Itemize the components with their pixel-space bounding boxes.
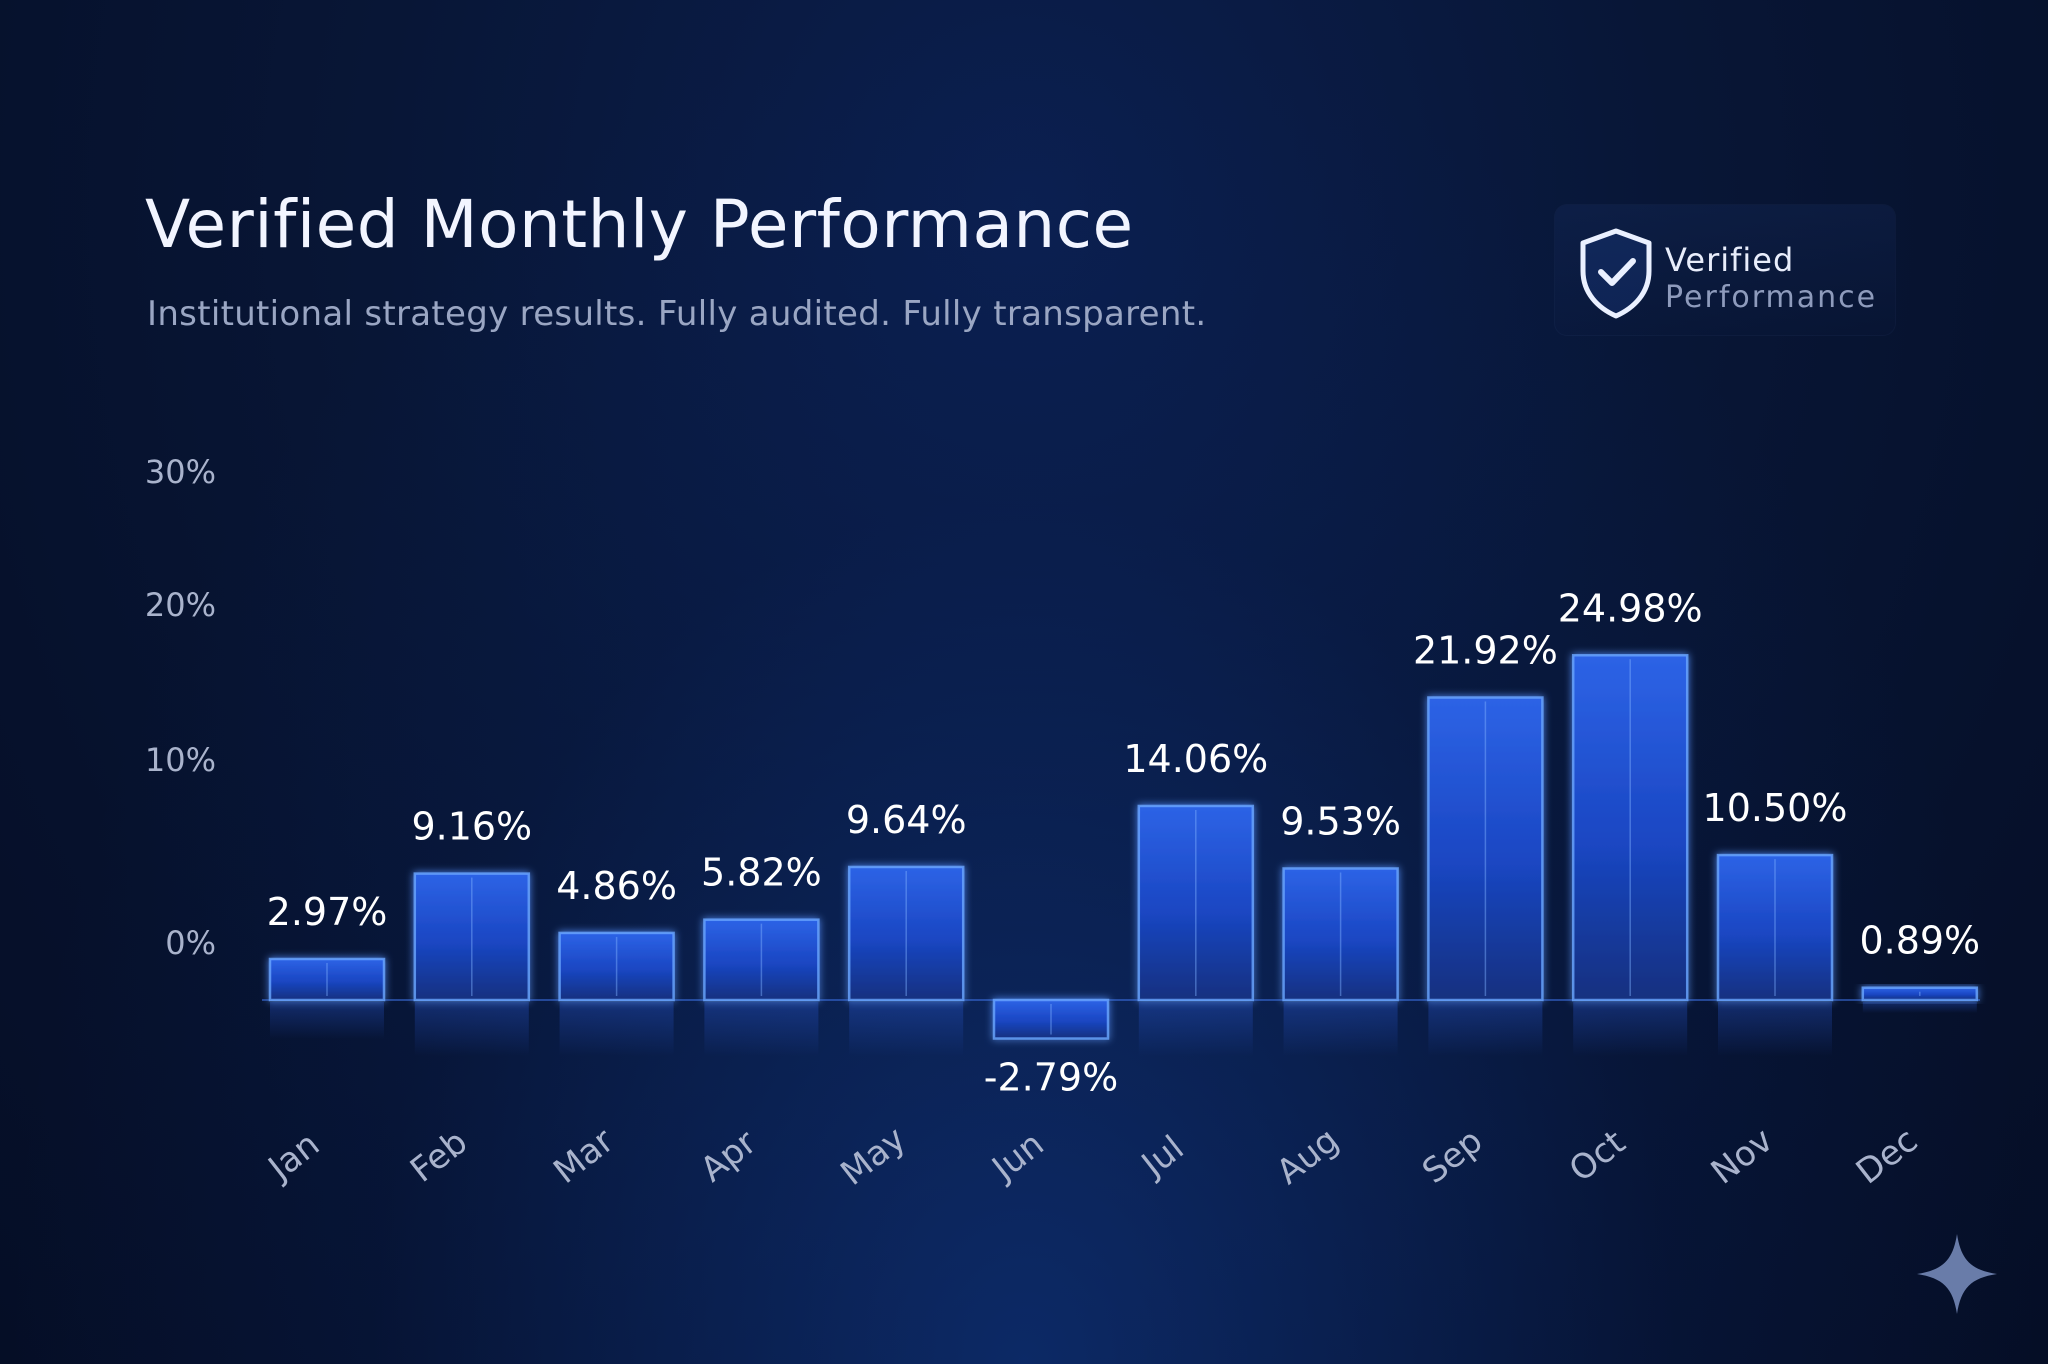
bar-reflection	[704, 1002, 819, 1056]
bar	[558, 931, 675, 1002]
x-tick-label: Aug	[1269, 1120, 1346, 1192]
bar-oct	[1571, 653, 1689, 1002]
x-tick-label: Mar	[546, 1121, 621, 1192]
page-title: Verified Monthly Performance	[145, 186, 1134, 263]
bar-may	[847, 865, 965, 1002]
x-tick-label: Jul	[1133, 1128, 1192, 1186]
x-tick-label: Nov	[1704, 1120, 1781, 1192]
bar-sep	[1427, 696, 1544, 1002]
bar-jan	[268, 957, 386, 1002]
page-subtitle: Institutional strategy results. Fully au…	[147, 294, 1207, 334]
bar	[847, 865, 965, 1002]
x-tick-label: Feb	[403, 1122, 475, 1191]
value-label: 4.86%	[556, 864, 677, 908]
bar-feb	[413, 872, 531, 1002]
value-label: 14.06%	[1123, 737, 1268, 781]
y-axis: 0% 10% 20% 30%	[145, 453, 216, 962]
shield-check-icon	[1580, 228, 1652, 319]
badge-subtitle: Performance	[1665, 280, 1878, 315]
x-tick-label: Dec	[1849, 1120, 1925, 1192]
bar-reflection	[1862, 1002, 1977, 1014]
bar-apr	[703, 918, 820, 1002]
bars	[268, 653, 1979, 1041]
y-tick-label: 0%	[165, 924, 216, 962]
value-label: 9.16%	[411, 805, 532, 849]
y-tick-label: 30%	[145, 453, 216, 491]
y-tick-label: 10%	[145, 741, 216, 779]
bar-dec	[1861, 986, 1979, 1002]
bar-aug	[1282, 866, 1399, 1002]
bar	[413, 872, 531, 1002]
value-labels: 2.97% 9.16% 4.86% 5.82% 9.64% -2.79% 14.06% 9.5…	[267, 586, 1981, 1099]
bar-reflection	[1718, 1002, 1832, 1056]
bar-jun	[992, 998, 1110, 1041]
value-label: 9.53%	[1280, 799, 1401, 843]
bar-reflection	[1573, 1002, 1688, 1056]
bar-reflection	[559, 1002, 674, 1056]
value-label: 10.50%	[1703, 786, 1848, 830]
x-tick-label: Apr	[693, 1122, 764, 1190]
x-tick-label: May	[833, 1119, 913, 1194]
bar	[1282, 867, 1399, 1002]
value-label: 9.64%	[846, 798, 967, 842]
bar	[1427, 696, 1544, 1002]
value-label: 0.89%	[1859, 919, 1980, 963]
x-tick-label: Oct	[1562, 1122, 1633, 1190]
sparkle-icon	[1917, 1234, 1997, 1314]
bar-mar	[558, 931, 675, 1002]
bar-jul	[1137, 804, 1255, 1002]
value-label: 5.82%	[701, 851, 822, 895]
bar-reflection	[849, 1002, 964, 1056]
badge-title: Verified	[1665, 241, 1795, 279]
bar-reflection	[1428, 1002, 1543, 1056]
y-tick-label: 20%	[145, 586, 216, 624]
x-tick-label: Jun	[983, 1124, 1051, 1189]
x-tick-label: Jan	[260, 1124, 328, 1189]
bar-reflection	[1138, 1002, 1253, 1056]
bar-nov	[1716, 853, 1834, 1002]
bar	[268, 957, 386, 1002]
bar	[1716, 853, 1834, 1002]
bar	[1137, 804, 1255, 1002]
bar	[992, 998, 1110, 1040]
verified-badge: Verified Performance	[1555, 205, 1895, 335]
bar-reflection	[1283, 1002, 1398, 1056]
bar-reflection	[414, 1002, 529, 1056]
bar	[703, 918, 820, 1002]
value-label: 21.92%	[1413, 629, 1558, 673]
x-tick-label: Sep	[1415, 1121, 1490, 1192]
bar-reflection	[270, 1002, 384, 1039]
value-label: 24.98%	[1558, 586, 1703, 630]
value-label: 2.97%	[267, 890, 388, 934]
bar-reflections	[270, 1002, 1977, 1056]
value-label: -2.79%	[984, 1056, 1118, 1100]
x-axis: Jan Feb Mar Apr May Jun Jul Aug Sep Oct Nov Dec	[260, 1119, 1926, 1194]
